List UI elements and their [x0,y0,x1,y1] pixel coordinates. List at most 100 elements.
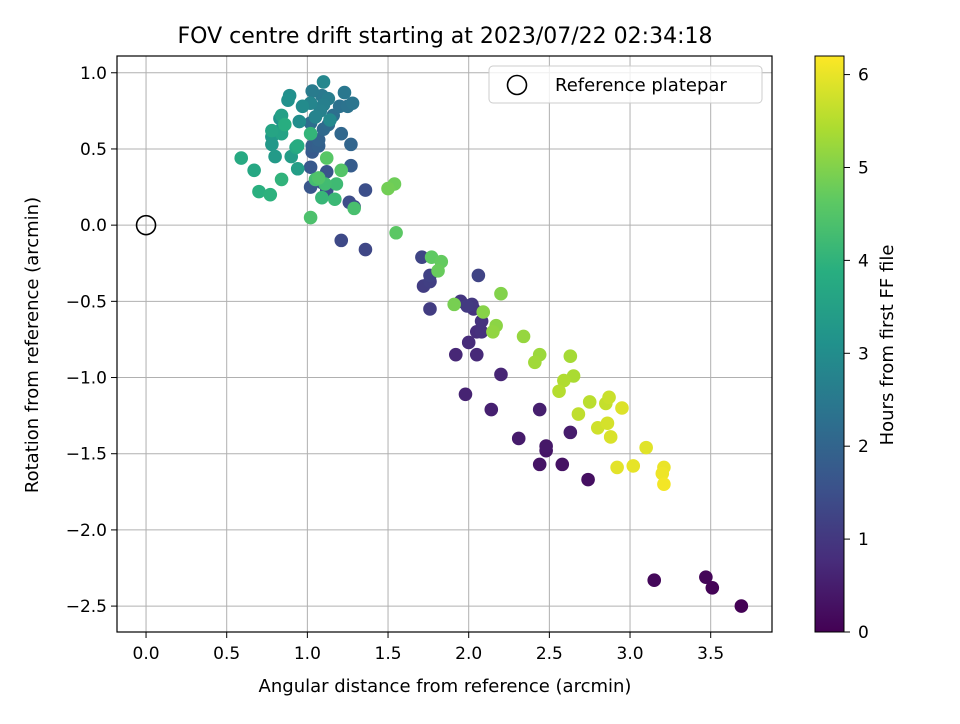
data-point [705,581,720,595]
data-point [316,75,331,89]
data-point [358,183,373,197]
data-point [329,177,344,191]
data-point [311,171,326,185]
x-axis-ticks: 0.0 0.5 1.0 1.5 2.0 2.5 3.0 3.5 [133,632,724,664]
data-point [292,114,307,129]
y-tick-label: −1.0 [66,369,107,389]
colorbar-tick-label: 3 [858,344,869,364]
data-point [484,402,499,417]
data-point [263,187,278,202]
colorbar-tick-label: 0 [858,623,869,643]
data-point [327,192,342,207]
data-point [532,402,547,417]
data-point [345,96,360,111]
data-point [295,99,310,114]
data-point [334,163,349,178]
data-point [303,126,318,141]
data-point [234,151,249,165]
grid-lines [117,56,772,632]
data-point [582,395,597,409]
data-point [657,477,671,491]
data-point [290,161,305,176]
colorbar-ticks: 0 1 2 3 4 5 6 [844,66,869,643]
data-point [358,242,373,257]
y-tick-label: −2.5 [66,597,107,617]
colorbar-tick-label: 6 [858,66,869,86]
data-point [511,431,526,446]
y-tick-label: −2.0 [66,521,107,541]
data-point [600,416,615,431]
data-point [494,367,508,382]
data-point [268,149,282,164]
data-point [539,439,553,453]
x-tick-label: 0.5 [213,644,240,664]
data-point [471,268,486,283]
data-point [281,93,295,107]
data-point [563,349,578,363]
data-point [347,201,361,216]
reference-marker-layer [135,214,157,236]
data-point [415,250,429,264]
data-point [334,126,349,141]
data-point [474,325,489,339]
x-tick-label: 2.0 [455,644,482,664]
colorbar-label: Hours from first FF file [877,245,898,446]
data-point [460,299,474,313]
data-point [290,139,305,153]
y-tick-label: 0.5 [80,140,107,160]
data-point [469,347,484,362]
colorbar-tick-label: 2 [858,437,869,457]
x-tick-label: 1.0 [294,644,321,664]
data-point [615,401,629,415]
chart-title: FOV centre drift starting at 2023/07/22 … [178,24,713,49]
data-point [381,181,395,196]
data-point [337,85,352,100]
data-point [655,466,670,481]
data-point [265,123,279,138]
data-point [555,457,570,472]
data-point [476,305,491,319]
colorbar-tick-label: 4 [858,251,869,271]
data-point [626,459,641,473]
x-tick-label: 3.0 [617,644,644,664]
y-tick-label: 1.0 [80,64,107,84]
y-tick-label: 0.0 [80,216,107,236]
data-point [603,430,618,444]
data-point [303,160,318,175]
data-point [431,264,445,278]
legend-frame [488,65,763,104]
data-point [303,210,318,225]
colorbar [814,55,845,633]
data-point [610,460,624,475]
x-tick-label: 3.5 [697,644,724,664]
data-point [305,84,320,98]
y-tick-label: −1.5 [66,445,107,465]
data-point [486,325,500,339]
data-point [458,387,473,402]
data-point [532,457,547,472]
data-point [699,570,713,584]
data-point [447,297,461,312]
data-point [252,184,266,199]
data-point [265,137,279,152]
data-point [571,407,586,421]
data-point [344,137,358,152]
legend: Reference platepar [488,65,763,104]
data-point [389,225,403,240]
data-point [516,329,531,344]
colorbar-tick-label: 5 [858,158,869,178]
x-tick-label: 2.5 [536,644,563,664]
data-point [448,347,463,362]
data-point [334,233,349,248]
x-axis-label: Angular distance from reference (arcmin) [259,676,632,697]
data-point [247,163,261,178]
x-tick-label: 0.0 [133,644,160,664]
data-point [734,599,749,613]
data-point [323,113,337,127]
data-point [274,172,289,187]
data-point [315,190,329,205]
plot-area-frame [116,55,773,633]
data-point [494,286,508,301]
data-point [277,117,292,132]
